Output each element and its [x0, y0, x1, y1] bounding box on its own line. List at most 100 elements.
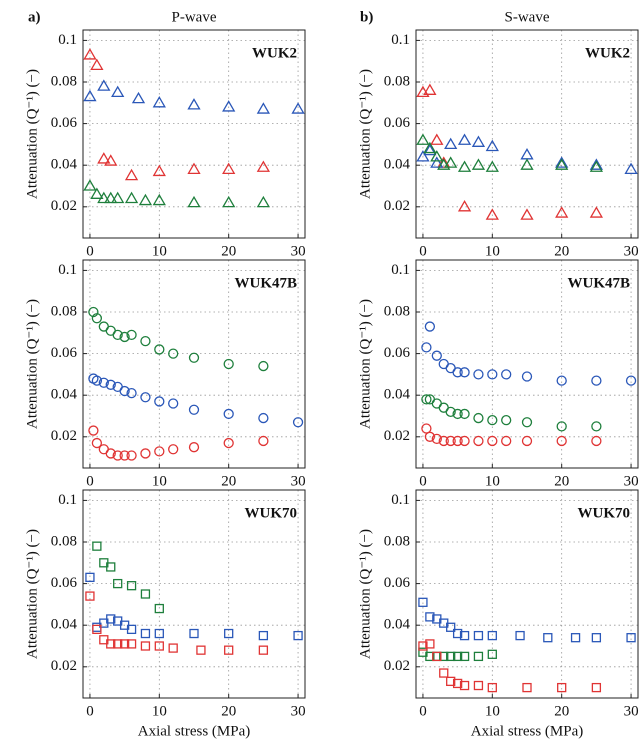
marker — [418, 641, 428, 651]
marker — [187, 195, 201, 208]
markers — [83, 48, 305, 208]
y-tick-label: 0.02 — [51, 658, 77, 674]
marker — [223, 437, 234, 449]
marker — [421, 342, 432, 353]
marker — [625, 375, 637, 386]
x-tick-label: 10 — [485, 243, 500, 259]
marker — [124, 168, 139, 181]
marker — [154, 628, 164, 639]
marker — [457, 200, 472, 212]
marker — [515, 630, 525, 641]
marker — [152, 193, 166, 206]
x-axis-label: Axial stress (MPa) — [471, 723, 584, 739]
y-tick-label: 0.08 — [51, 303, 77, 319]
panel-label: b) — [360, 9, 373, 25]
y-tick-label: 0.08 — [51, 533, 77, 549]
marker — [432, 651, 442, 662]
marker — [446, 651, 456, 662]
x-tick-label: 10 — [152, 473, 167, 489]
panel-title: WUK70 — [578, 505, 631, 521]
marker — [452, 408, 463, 420]
x-tick-label: 20 — [554, 243, 569, 259]
marker — [591, 421, 602, 432]
marker — [473, 412, 484, 424]
panel: 0.02 0.04 0.06 0.08 0.1 0 10 20 30 WUK47B Attenuat… — [357, 259, 639, 489]
y-tick-label: 0.06 — [384, 345, 411, 361]
marker — [501, 369, 512, 380]
marker — [459, 630, 470, 641]
marker — [97, 79, 111, 91]
marker — [487, 369, 498, 380]
marker — [423, 141, 437, 154]
panel-title: WUK2 — [252, 45, 297, 61]
y-axis-label: Attenuation (Q⁻¹) (−) — [357, 299, 373, 429]
marker — [591, 633, 602, 643]
marker — [430, 150, 444, 162]
panel: 0.02 0.04 0.06 0.08 0.1 0 10 20 30 WUK2 Attenuatio… — [24, 29, 306, 259]
marker — [256, 195, 271, 208]
marker — [459, 435, 470, 447]
marker — [140, 448, 151, 459]
plot-frame — [82, 259, 306, 469]
y-tick-label: 0.06 — [384, 115, 411, 131]
y-axis-label: Attenuation (Q⁻¹) (−) — [24, 69, 40, 199]
y-tick-label: 0.04 — [384, 617, 411, 633]
marker — [188, 404, 200, 415]
plot-frame — [82, 29, 306, 239]
marker — [431, 350, 442, 361]
marker — [224, 645, 234, 655]
y-tick-label: 0.04 — [384, 157, 411, 173]
marker — [487, 630, 497, 641]
marker — [487, 415, 498, 426]
x-tick-label: 20 — [221, 473, 236, 489]
marker — [520, 158, 534, 170]
marker — [168, 348, 179, 359]
marker — [222, 195, 236, 208]
marker — [291, 102, 305, 114]
marker — [570, 633, 581, 643]
marker — [589, 206, 604, 218]
panel: 0.02 0.04 0.06 0.08 0.1 0 10 20 30 WUK47B Attenuat… — [24, 259, 306, 489]
marker — [105, 379, 116, 390]
y-tick-label: 0.1 — [58, 32, 77, 48]
marker — [154, 344, 165, 355]
y-tick-label: 0.06 — [51, 575, 78, 591]
x-tick-label: 30 — [624, 243, 639, 259]
marker — [83, 89, 97, 102]
marker — [256, 160, 271, 172]
marker — [83, 179, 97, 191]
marker — [452, 678, 463, 689]
marker — [106, 639, 116, 649]
marker — [424, 321, 436, 332]
marker — [459, 367, 470, 378]
marker — [421, 394, 432, 405]
marker — [92, 541, 102, 551]
marker — [91, 437, 103, 449]
marker — [154, 446, 165, 457]
x-tick-label: 10 — [485, 703, 500, 719]
y-tick-label: 0.04 — [384, 387, 411, 403]
marker — [473, 369, 484, 380]
y-tick-label: 0.08 — [384, 73, 410, 89]
marker — [111, 85, 125, 98]
marker — [452, 435, 463, 447]
marker — [119, 639, 130, 649]
marker — [446, 622, 456, 632]
marker — [112, 329, 123, 341]
marker — [521, 371, 533, 382]
marker — [520, 208, 534, 220]
marker — [421, 423, 432, 434]
marker — [430, 133, 444, 145]
marker — [473, 680, 484, 691]
x-tick-label: 10 — [152, 243, 167, 259]
marker — [485, 160, 499, 172]
markers — [416, 83, 638, 220]
marker — [131, 91, 146, 104]
panel: 0.02 0.04 0.06 0.08 0.1 0 10 20 30 WUK70 Attenuati… — [357, 489, 639, 739]
marker — [473, 651, 484, 662]
marker — [438, 435, 449, 447]
marker — [425, 639, 435, 649]
marker — [223, 358, 234, 370]
marker — [126, 624, 137, 635]
